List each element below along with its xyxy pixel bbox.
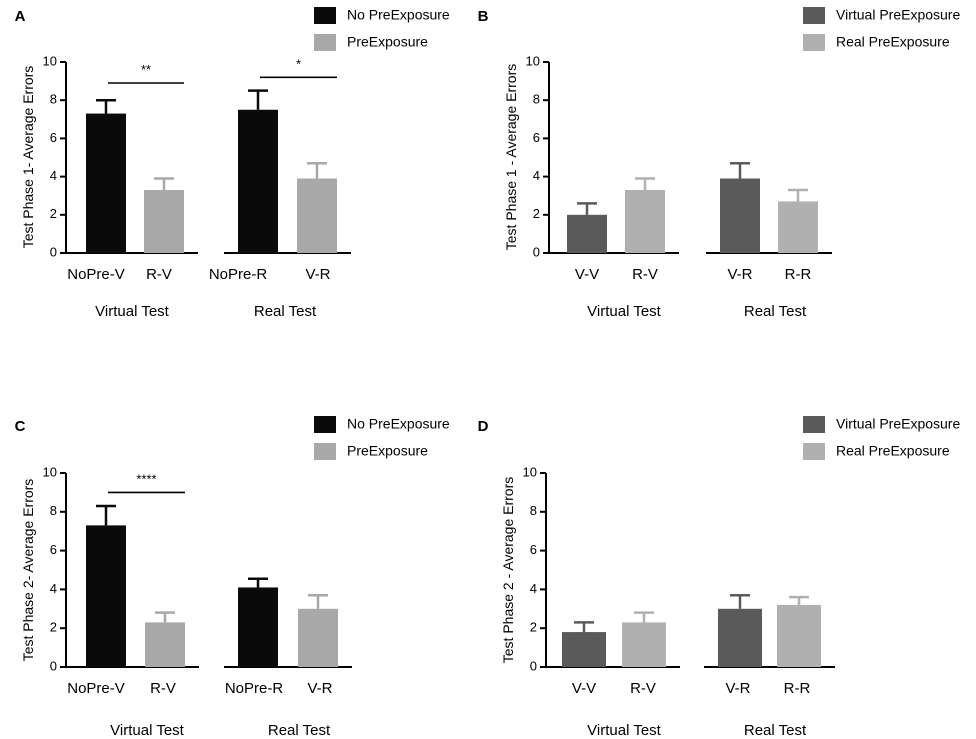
y-tick-label: 4 [50,168,57,183]
y-tick-label: 10 [43,464,57,479]
bar-r-r [778,201,818,253]
x-category-label: NoPre-V [67,266,125,283]
panel-a: A Test Phase 1- Average Errors 0 2 4 6 8 10 NoPr… [15,7,450,320]
bar-r-v [625,189,665,253]
panel-letter: A [15,8,26,25]
bar-v-v [567,214,607,253]
significance-label: **** [136,471,156,486]
y-tick-label: 10 [526,53,540,68]
legend-swatch [803,416,825,433]
significance-label: ** [141,62,151,77]
x-category-label: NoPre-R [209,266,268,283]
y-axis-label: Test Phase 1 - Average Errors [503,64,519,251]
legend-swatch [803,34,825,51]
legend-label: Real PreExposure [836,34,950,50]
y-tick-label: 0 [530,658,537,673]
y-tick-label: 2 [50,206,57,221]
y-tick-label: 6 [50,542,57,557]
y-tick-label: 8 [50,92,57,107]
x-category-label: R-R [784,680,811,697]
bar-v-r [298,608,338,667]
y-tick-label: 6 [50,130,57,145]
x-category-label: R-V [632,266,658,283]
panel-b: B Test Phase 1 - Average Errors 0 2 4 6 8 10 V-V… [478,7,961,320]
group-label: Virtual Test [95,303,169,320]
panel-letter: B [478,8,489,25]
bar-r-v [145,622,185,667]
legend-swatch [314,416,336,433]
group-label: Virtual Test [587,303,661,320]
legend-label: Virtual PreExposure [836,416,960,432]
legend-label: No PreExposure [347,416,450,432]
legend-swatch [803,443,825,460]
y-tick-label: 8 [530,503,537,518]
legend-label: PreExposure [347,443,428,459]
y-axis-label: Test Phase 2- Average Errors [20,479,36,662]
bar-r-r [777,604,821,667]
x-category-label: V-R [305,266,330,283]
y-tick-label: 10 [523,464,537,479]
y-axis-label: Test Phase 2 - Average Errors [500,477,516,664]
y-tick-label: 10 [43,53,57,68]
bar-nopre-v [86,113,126,253]
x-category-label: V-R [307,680,332,697]
x-category-label: R-V [146,266,172,283]
significance-label: * [296,56,301,71]
y-tick-label: 4 [530,581,537,596]
bar-r-v [622,622,666,667]
bar-v-r [720,178,760,253]
panel-d: D Test Phase 2 - Average Errors 0 2 4 6 8 10 V-V… [478,416,961,739]
x-category-label: V-V [572,680,596,697]
x-category-label: V-V [575,266,599,283]
group-label: Virtual Test [110,722,184,739]
bar-nopre-r [238,587,278,667]
legend-swatch [314,7,336,24]
group-label: Real Test [744,303,807,320]
legend-swatch [314,34,336,51]
panel-c: C Test Phase 2- Average Errors 0 2 4 6 8 10 NoPr… [15,416,450,739]
x-category-label: R-V [150,680,176,697]
legend-label: Real PreExposure [836,443,950,459]
legend-swatch [803,7,825,24]
y-tick-label: 0 [533,244,540,259]
y-tick-label: 4 [50,581,57,596]
y-tick-label: 6 [533,130,540,145]
group-label: Real Test [268,722,331,739]
x-category-label: V-R [725,680,750,697]
y-tick-label: 8 [50,503,57,518]
bar-v-r [718,608,762,667]
legend-swatch [314,443,336,460]
legend-label: PreExposure [347,34,428,50]
y-tick-label: 2 [533,206,540,221]
y-tick-label: 2 [50,620,57,635]
y-tick-label: 6 [530,542,537,557]
group-label: Real Test [744,722,807,739]
x-category-label: R-R [785,266,812,283]
panel-letter: C [15,418,26,435]
x-category-label: NoPre-R [225,680,284,697]
x-category-label: R-V [630,680,656,697]
y-tick-label: 4 [533,168,540,183]
bar-v-r [297,178,337,253]
group-label: Real Test [254,303,317,320]
legend-label: No PreExposure [347,7,450,23]
y-axis-label: Test Phase 1- Average Errors [20,66,36,249]
panel-letter: D [478,418,489,435]
y-tick-label: 8 [533,92,540,107]
bar-nopre-r [238,109,278,253]
bar-r-v [144,189,184,253]
bar-nopre-v [86,525,126,667]
y-tick-label: 2 [530,620,537,635]
legend-label: Virtual PreExposure [836,7,960,23]
y-tick-label: 0 [50,658,57,673]
x-category-label: V-R [727,266,752,283]
group-label: Virtual Test [587,722,661,739]
y-tick-label: 0 [50,244,57,259]
x-category-label: NoPre-V [67,680,125,697]
bar-v-v [562,632,606,667]
